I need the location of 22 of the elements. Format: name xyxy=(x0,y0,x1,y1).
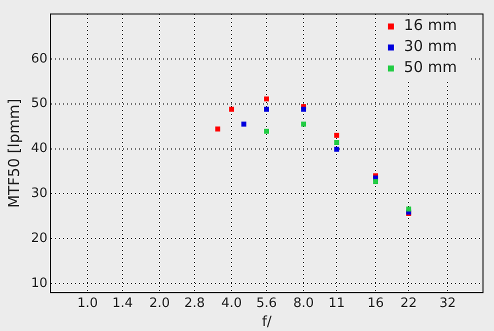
x-tick-label: 1.4 xyxy=(112,296,133,311)
x-tick-label: 4.0 xyxy=(221,296,242,311)
y-tick-label: 20 xyxy=(30,231,48,246)
legend-label: 50 mm xyxy=(404,58,458,76)
x-tick-label: 22 xyxy=(400,296,417,311)
x-tick-label: 2.0 xyxy=(149,296,170,311)
x-tick-label: 16 xyxy=(367,296,384,311)
x-tick-label: 32 xyxy=(439,296,456,311)
x-tick-label: 1.0 xyxy=(77,296,98,311)
legend-label: 30 mm xyxy=(404,36,458,55)
y-tick-label: 50 xyxy=(30,96,48,112)
x-tick-label: 8.0 xyxy=(293,296,314,311)
y-tick-label: 60 xyxy=(30,51,48,66)
legend-label: 16 mm xyxy=(404,16,458,34)
y-tick-label: 40 xyxy=(30,141,48,156)
x-tick-label: 5.6 xyxy=(256,296,277,311)
y-axis-title: MTF50 [lpmm] xyxy=(4,98,23,208)
x-axis-title: f/ xyxy=(262,314,272,330)
y-tick-label: 10 xyxy=(30,276,48,291)
x-tick-label: 11 xyxy=(328,296,345,311)
x-tick-label: 2.8 xyxy=(184,296,205,311)
y-tick-label: 30 xyxy=(30,186,48,202)
